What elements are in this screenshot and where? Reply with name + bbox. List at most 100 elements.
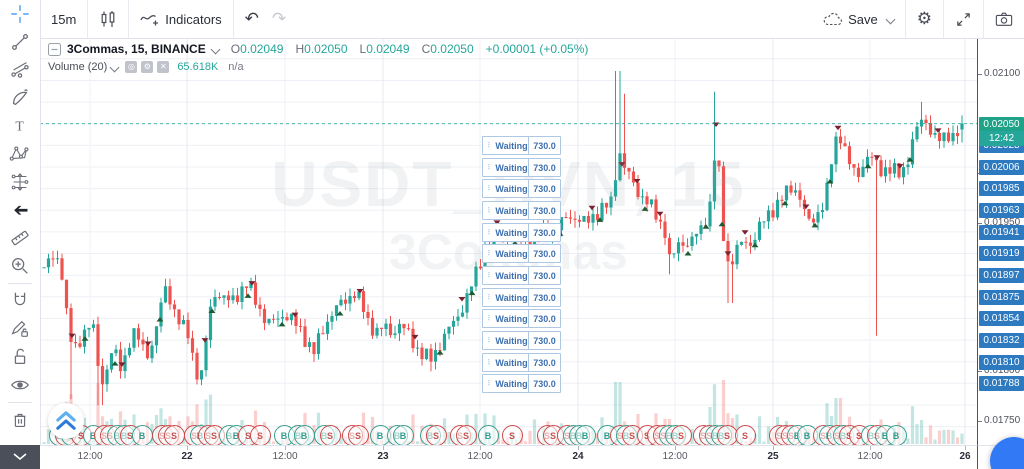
gann-fib-tool-button[interactable] <box>1 56 39 84</box>
collapse-legend-icon[interactable] <box>48 42 61 56</box>
order-price-badge: 0.01941 <box>979 225 1024 240</box>
drawing-mode-button[interactable] <box>1 315 39 343</box>
buy-trade-badge[interactable]: B <box>885 425 907 445</box>
time-axis-label: 12:00 <box>77 451 103 462</box>
drag-handle-icon[interactable]: ⋮ <box>485 142 493 149</box>
sell-trade-badge[interactable]: S <box>319 425 341 445</box>
zoom-in-tool-button[interactable] <box>1 252 39 280</box>
study-visibility-icon[interactable]: ◎ <box>125 61 138 73</box>
grid-order-waiting[interactable]: ⋮ Waiting 730.0 <box>482 179 561 198</box>
time-axis[interactable]: 12:00 22 12:00 23 12:00 24 12:00 25 12:00 26 <box>40 445 977 469</box>
timeframe-button[interactable]: 15m <box>40 0 87 38</box>
text-tool-button[interactable]: T <box>1 112 39 140</box>
sell-trade-badge[interactable]: S <box>425 425 447 445</box>
undo-button[interactable]: ↶ <box>234 0 270 38</box>
grid-order-waiting[interactable]: ⋮ Waiting 730.0 <box>482 201 561 220</box>
hide-drawings-button[interactable] <box>1 371 39 399</box>
price-axis[interactable]: 0.021000.020000.019500.018000.017500.020… <box>977 38 1024 445</box>
sell-trade-badge[interactable]: S <box>347 425 369 445</box>
drag-handle-icon[interactable]: ⋮ <box>485 185 493 192</box>
lock-drawings-button[interactable] <box>1 343 39 371</box>
prediction-tool-button[interactable] <box>1 168 39 196</box>
grid-order-waiting[interactable]: ⋮ Waiting 730.0 <box>482 266 561 285</box>
grid-order-waiting[interactable]: ⋮ Waiting 730.0 <box>482 288 561 307</box>
buy-trade-badge[interactable]: B <box>293 425 315 445</box>
snapshot-button[interactable] <box>984 0 1024 38</box>
low-value: 0.02049 <box>366 42 410 56</box>
grid-order-waiting[interactable]: ⋮ Waiting 730.0 <box>482 158 561 177</box>
grid-order-waiting[interactable]: ⋮ Waiting 730.0 <box>482 223 561 242</box>
order-amount-cell: 730.0 <box>533 292 556 303</box>
sell-trade-badge[interactable]: S <box>455 425 477 445</box>
arrow-left-icon <box>14 205 28 215</box>
hide-toolbar-button[interactable] <box>1 196 39 224</box>
toolbar-separator <box>87 0 89 38</box>
drag-handle-icon[interactable]: ⋮ <box>485 207 493 214</box>
grid-order-waiting[interactable]: ⋮ Waiting 730.0 <box>482 136 561 155</box>
save-button[interactable]: Save <box>812 0 905 38</box>
order-price-badge: 0.01875 <box>979 290 1024 305</box>
chevron-down-icon[interactable] <box>210 44 221 54</box>
time-tick <box>90 446 91 450</box>
order-status-cell: ⋮ Waiting <box>483 224 529 241</box>
redo-button[interactable]: ↷ <box>270 0 297 38</box>
toolbar-separator <box>943 0 944 38</box>
order-amount-cell: 730.0 <box>533 313 556 324</box>
drag-handle-icon[interactable]: ⋮ <box>485 359 493 366</box>
sell-trade-badge[interactable]: S <box>249 425 271 445</box>
time-axis-label: 26 <box>959 451 971 462</box>
measure-tool-button[interactable] <box>1 224 39 252</box>
order-status-cell: ⋮ Waiting <box>483 159 529 176</box>
grid-order-waiting[interactable]: ⋮ Waiting 730.0 <box>482 374 561 393</box>
toolbar-show-more-button[interactable] <box>0 445 40 469</box>
drag-handle-icon[interactable]: ⋮ <box>485 337 493 344</box>
grid-order-waiting[interactable]: ⋮ Waiting 730.0 <box>482 331 561 350</box>
drag-handle-icon[interactable]: ⋮ <box>485 272 493 279</box>
grid-order-waiting[interactable]: ⋮ Waiting 730.0 <box>482 353 561 372</box>
close-value: 0.02050 <box>430 42 474 56</box>
sell-trade-badge[interactable]: S <box>670 425 692 445</box>
symbol-title[interactable]: 3Commas, 15, BINANCE <box>67 42 206 56</box>
time-axis-label: 24 <box>572 451 584 462</box>
bar-countdown-badge: 12:42 <box>979 131 1024 146</box>
pattern-tool-button[interactable] <box>1 140 39 168</box>
crosshair-tool-button[interactable] <box>1 0 39 28</box>
brush-tool-button[interactable] <box>1 84 39 112</box>
sell-trade-badge[interactable]: S <box>734 425 756 445</box>
drag-handle-icon[interactable]: ⋮ <box>485 380 493 387</box>
grid-order-waiting[interactable]: ⋮ Waiting 730.0 <box>482 309 561 328</box>
drag-handle-icon[interactable]: ⋮ <box>485 294 493 301</box>
drag-handle-icon[interactable]: ⋮ <box>485 250 493 257</box>
3commas-logo[interactable] <box>48 403 84 439</box>
chart-style-button[interactable] <box>88 0 128 38</box>
xabcd-pattern-icon <box>9 146 29 161</box>
drag-handle-icon[interactable]: ⋮ <box>485 315 493 322</box>
drag-handle-icon[interactable]: ⋮ <box>485 164 493 171</box>
remove-drawings-button[interactable] <box>1 406 39 434</box>
time-axis-label: 12:00 <box>662 451 688 462</box>
trend-line-icon <box>12 34 28 50</box>
sell-trade-badge[interactable]: S <box>163 425 185 445</box>
study-settings-icon[interactable]: ⚙ <box>141 61 154 73</box>
study-remove-icon[interactable]: ✕ <box>157 61 170 73</box>
order-status-cell: ⋮ Waiting <box>483 180 529 197</box>
drag-handle-icon[interactable]: ⋮ <box>485 229 493 236</box>
buy-trade-badge[interactable]: B <box>574 425 596 445</box>
price-tick <box>978 371 982 372</box>
sell-trade-badge[interactable]: S <box>501 425 523 445</box>
buy-trade-badge[interactable]: B <box>131 425 153 445</box>
buy-trade-badge[interactable]: B <box>392 425 414 445</box>
grid-order-waiting[interactable]: ⋮ Waiting 730.0 <box>482 244 561 263</box>
svg-text:T: T <box>15 119 24 134</box>
magnet-mode-button[interactable] <box>1 287 39 315</box>
volume-study-label[interactable]: Volume (20) <box>48 61 108 73</box>
fullscreen-button[interactable] <box>944 0 983 38</box>
volume-value: 65.618K <box>177 61 219 73</box>
buy-trade-badge[interactable]: B <box>477 425 499 445</box>
trend-line-tool-button[interactable] <box>1 28 39 56</box>
chevron-down-icon[interactable] <box>109 62 120 72</box>
chart-pane[interactable]: USDT_RVN, 15 3Commas 3Commas, 15, BINANC… <box>40 38 977 445</box>
chart-properties-button[interactable]: ⚙ <box>906 0 943 38</box>
indicators-button[interactable]: Indicators <box>129 0 232 38</box>
